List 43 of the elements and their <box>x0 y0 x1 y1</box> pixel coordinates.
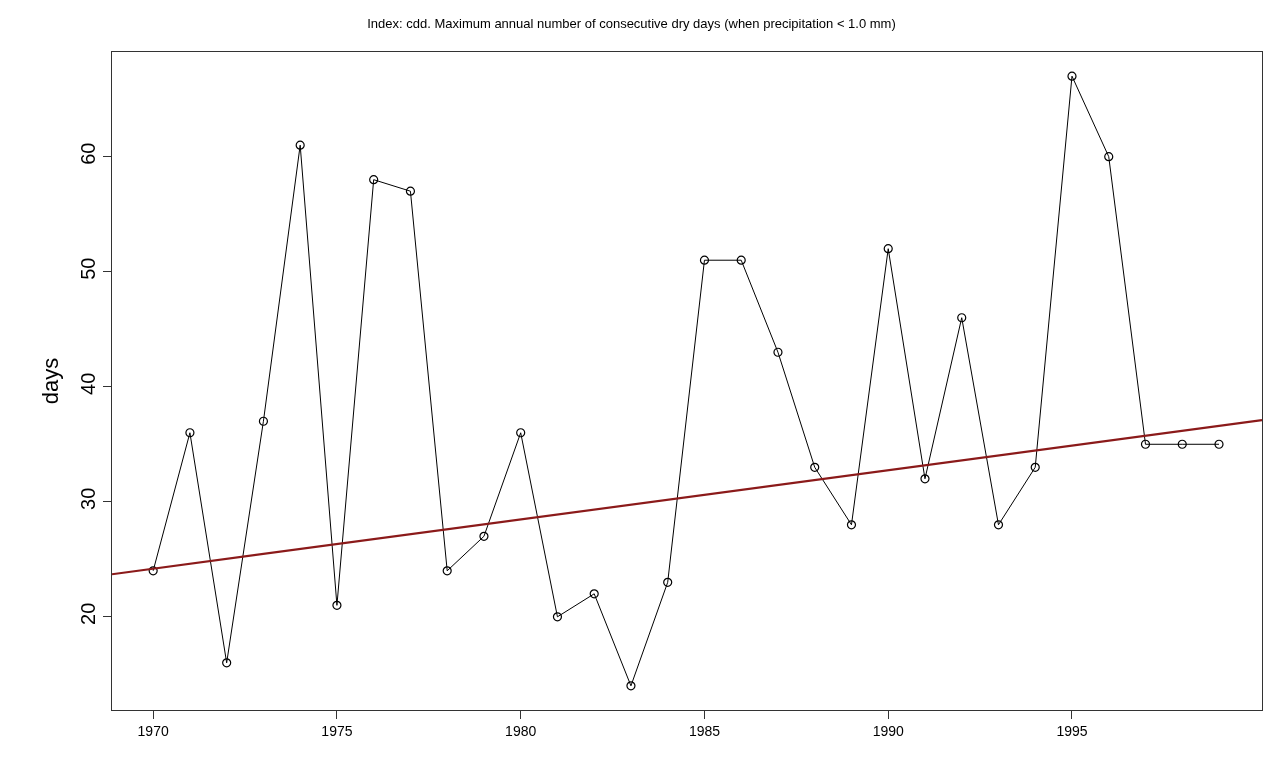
point <box>699 255 710 265</box>
point <box>222 658 232 668</box>
point <box>589 589 599 599</box>
point <box>1177 439 1187 449</box>
point <box>1067 71 1077 81</box>
point <box>993 520 1004 530</box>
y-tick-label: 30 <box>76 487 99 510</box>
point <box>479 531 489 541</box>
point <box>442 566 452 576</box>
point <box>258 416 269 426</box>
x-tick-label: 1990 <box>872 722 904 739</box>
point <box>773 347 783 357</box>
x-tick-label: 1985 <box>688 722 721 739</box>
point <box>1214 439 1224 449</box>
point <box>1140 439 1151 449</box>
x-tick-label: 1980 <box>505 722 537 739</box>
point <box>1030 462 1040 472</box>
point <box>920 474 930 484</box>
point <box>552 612 563 622</box>
x-tick-label: 1995 <box>1056 722 1088 739</box>
point <box>369 175 379 185</box>
point <box>332 600 342 610</box>
point <box>736 255 746 265</box>
point <box>846 520 857 530</box>
point <box>663 577 673 587</box>
point <box>810 462 820 472</box>
y-axis-title: days <box>37 357 63 405</box>
x-tick-label: 1970 <box>137 722 169 739</box>
point <box>626 681 636 691</box>
y-tick-label: 50 <box>76 257 99 280</box>
y-tick-label: 40 <box>76 372 99 395</box>
point <box>883 244 893 254</box>
point <box>516 428 526 438</box>
chart-title: Index: cdd. Maximum annual number of consecutive dry days (when precipitation < 1.0 mm) <box>367 16 896 32</box>
x-tick-label: 1975 <box>321 722 353 739</box>
point <box>957 313 967 323</box>
y-tick-label: 20 <box>76 602 99 625</box>
point <box>405 186 416 196</box>
point <box>295 140 305 150</box>
point <box>185 428 195 438</box>
point <box>148 566 158 576</box>
point <box>1104 152 1114 162</box>
y-tick-label: 60 <box>76 142 99 165</box>
